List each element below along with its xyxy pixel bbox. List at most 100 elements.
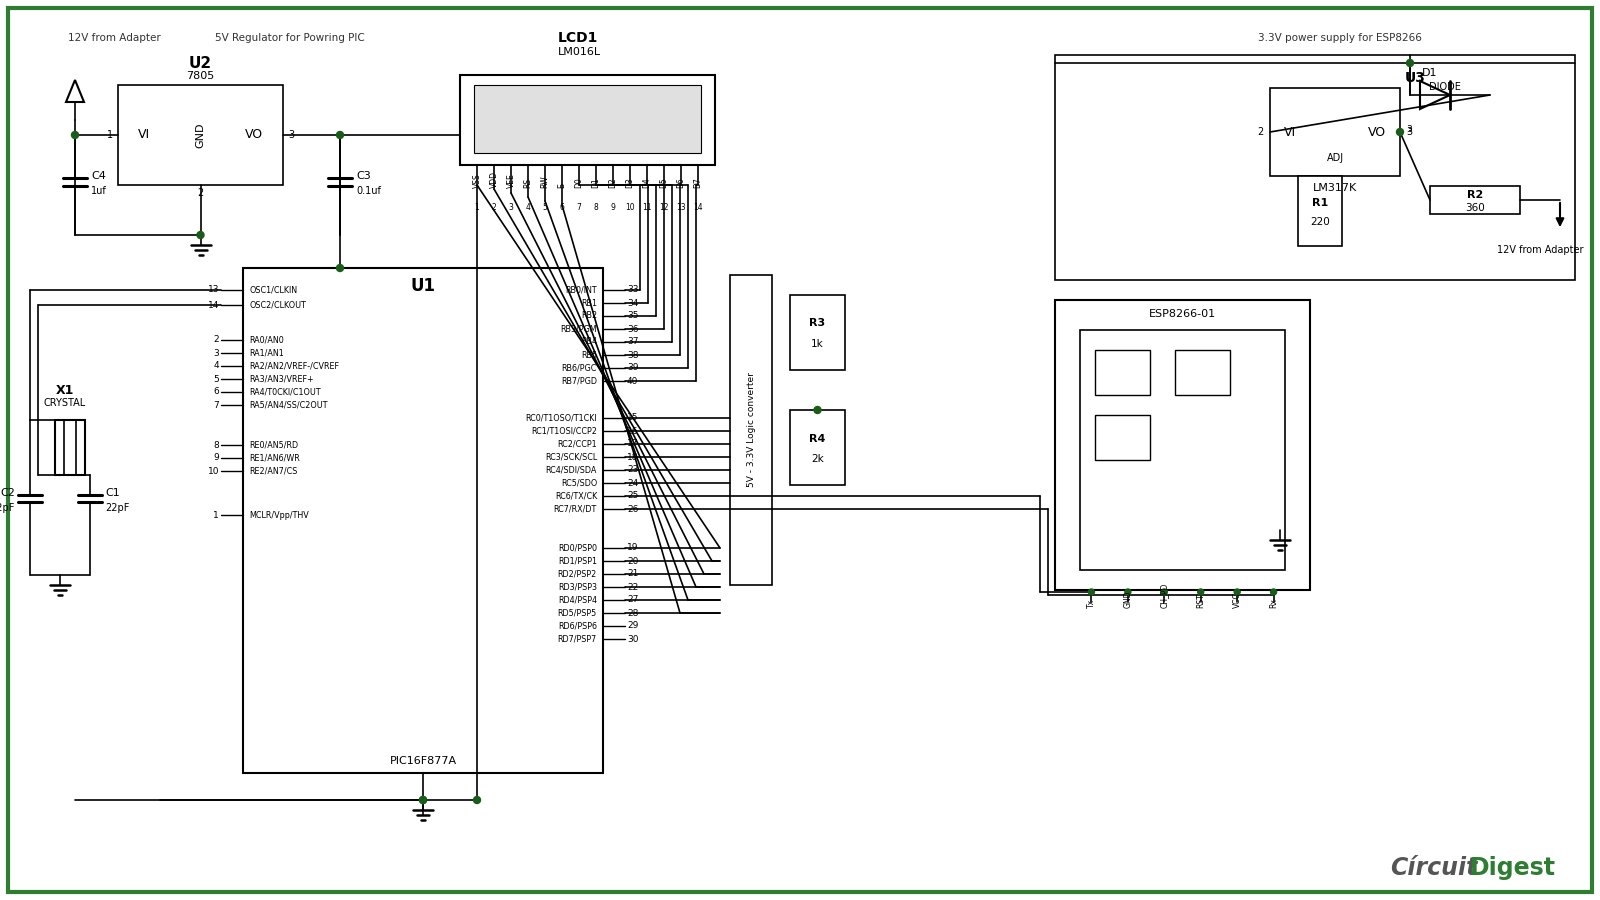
Text: Rx: Rx — [1269, 598, 1278, 608]
Text: GND: GND — [195, 122, 205, 148]
Text: VI: VI — [138, 129, 150, 141]
Text: 1k: 1k — [811, 338, 824, 348]
Text: 6: 6 — [560, 202, 565, 211]
Text: RB4: RB4 — [581, 338, 597, 346]
Text: LM016L: LM016L — [557, 47, 600, 57]
Text: RE1/AN6/WR: RE1/AN6/WR — [250, 454, 299, 463]
Circle shape — [1234, 589, 1240, 595]
Text: RA5/AN4/SS/C2OUT: RA5/AN4/SS/C2OUT — [250, 400, 328, 410]
Text: 14: 14 — [693, 202, 702, 211]
Text: 2: 2 — [1258, 127, 1264, 137]
Text: MCLR/Vpp/THV: MCLR/Vpp/THV — [250, 510, 309, 519]
Text: DIODE: DIODE — [1429, 82, 1461, 92]
Circle shape — [197, 231, 205, 239]
Text: D2: D2 — [608, 177, 618, 188]
Bar — [730, 275, 771, 585]
Text: RA3/AN3/VREF+: RA3/AN3/VREF+ — [250, 374, 314, 383]
Text: 3: 3 — [1406, 125, 1411, 134]
Text: RA1/AN1: RA1/AN1 — [250, 348, 283, 357]
Text: 7: 7 — [576, 202, 581, 211]
Bar — [243, 268, 603, 773]
Text: 5V - 3.3V Logic converter: 5V - 3.3V Logic converter — [747, 373, 755, 488]
Bar — [1270, 88, 1400, 176]
Circle shape — [1270, 589, 1277, 595]
Text: 40: 40 — [627, 376, 638, 385]
Text: 23: 23 — [627, 465, 638, 474]
Text: 39: 39 — [627, 364, 638, 373]
Text: 36: 36 — [627, 325, 638, 334]
Text: RC7/RX/DT: RC7/RX/DT — [554, 505, 597, 514]
Text: 5V Regulator for Powring PIC: 5V Regulator for Powring PIC — [214, 33, 365, 43]
Text: RB1: RB1 — [581, 299, 597, 308]
Text: 5: 5 — [213, 374, 219, 383]
Text: 14: 14 — [208, 301, 219, 310]
Text: 3: 3 — [1406, 127, 1413, 137]
Circle shape — [419, 796, 427, 804]
Text: 7: 7 — [213, 400, 219, 410]
Text: U3: U3 — [1405, 71, 1426, 85]
Text: 33: 33 — [627, 285, 638, 294]
Circle shape — [1397, 129, 1403, 136]
Text: RD2/PSP2: RD2/PSP2 — [558, 570, 597, 579]
Text: 13: 13 — [677, 202, 686, 211]
Text: RD5/PSP5: RD5/PSP5 — [558, 608, 597, 617]
Text: R4: R4 — [810, 434, 826, 444]
Text: RE0/AN5/RD: RE0/AN5/RD — [250, 440, 298, 449]
Text: 6: 6 — [213, 388, 219, 397]
Text: 15: 15 — [627, 413, 638, 422]
Text: RC0/T1OSO/T1CKI: RC0/T1OSO/T1CKI — [525, 413, 597, 422]
Text: 27: 27 — [627, 596, 638, 605]
Text: X1: X1 — [56, 383, 74, 397]
Text: VDD: VDD — [490, 171, 499, 188]
Text: 12V from Adapter: 12V from Adapter — [67, 33, 160, 43]
Text: 8: 8 — [213, 440, 219, 449]
Text: 3.3V power supply for ESP8266: 3.3V power supply for ESP8266 — [1258, 33, 1422, 43]
Text: 13: 13 — [208, 285, 219, 294]
Text: 220: 220 — [1310, 217, 1330, 227]
Text: RW: RW — [541, 176, 549, 188]
Text: RD0/PSP0: RD0/PSP0 — [558, 544, 597, 553]
Bar — [1054, 300, 1310, 590]
Bar — [1080, 330, 1285, 570]
Text: 22pF: 22pF — [106, 503, 130, 513]
Circle shape — [474, 796, 480, 804]
Text: U2: U2 — [189, 56, 213, 70]
Text: 1: 1 — [475, 202, 480, 211]
Text: 19: 19 — [627, 544, 638, 553]
Text: 3: 3 — [509, 202, 514, 211]
Text: 28: 28 — [627, 608, 638, 617]
Text: 29: 29 — [627, 622, 638, 631]
Circle shape — [1125, 589, 1131, 595]
Text: VI: VI — [1283, 125, 1296, 139]
Text: 1: 1 — [213, 510, 219, 519]
Text: 25: 25 — [627, 491, 638, 500]
Text: VO: VO — [245, 129, 262, 141]
Text: 2: 2 — [213, 336, 219, 345]
Text: 10: 10 — [208, 466, 219, 475]
Text: Tx: Tx — [1086, 598, 1096, 608]
Text: 24: 24 — [627, 479, 638, 488]
Bar — [1174, 350, 1230, 395]
Circle shape — [1088, 589, 1094, 595]
Text: R2: R2 — [1467, 190, 1483, 200]
Bar — [790, 295, 845, 370]
Text: R3: R3 — [810, 319, 826, 328]
Text: RB2: RB2 — [581, 311, 597, 320]
Text: CRYSTAL: CRYSTAL — [43, 398, 86, 408]
Text: RA4/T0CKI/C1OUT: RA4/T0CKI/C1OUT — [250, 388, 320, 397]
Text: RS: RS — [523, 178, 533, 188]
Text: ESP8266-01: ESP8266-01 — [1149, 309, 1216, 319]
Text: 360: 360 — [1466, 203, 1485, 213]
Bar — [461, 75, 715, 165]
Text: 4: 4 — [525, 202, 531, 211]
Text: D6: D6 — [677, 177, 685, 188]
Text: 20: 20 — [627, 556, 638, 565]
Text: 3: 3 — [213, 348, 219, 357]
Text: 5: 5 — [542, 202, 547, 211]
Text: RB7/PGD: RB7/PGD — [562, 376, 597, 385]
Text: RB6/PGC: RB6/PGC — [562, 364, 597, 373]
Text: RC1/T1OSI/CCP2: RC1/T1OSI/CCP2 — [531, 427, 597, 436]
Text: 22pF: 22pF — [0, 503, 14, 513]
Text: RD3/PSP3: RD3/PSP3 — [558, 582, 597, 591]
Text: 4: 4 — [213, 362, 219, 371]
